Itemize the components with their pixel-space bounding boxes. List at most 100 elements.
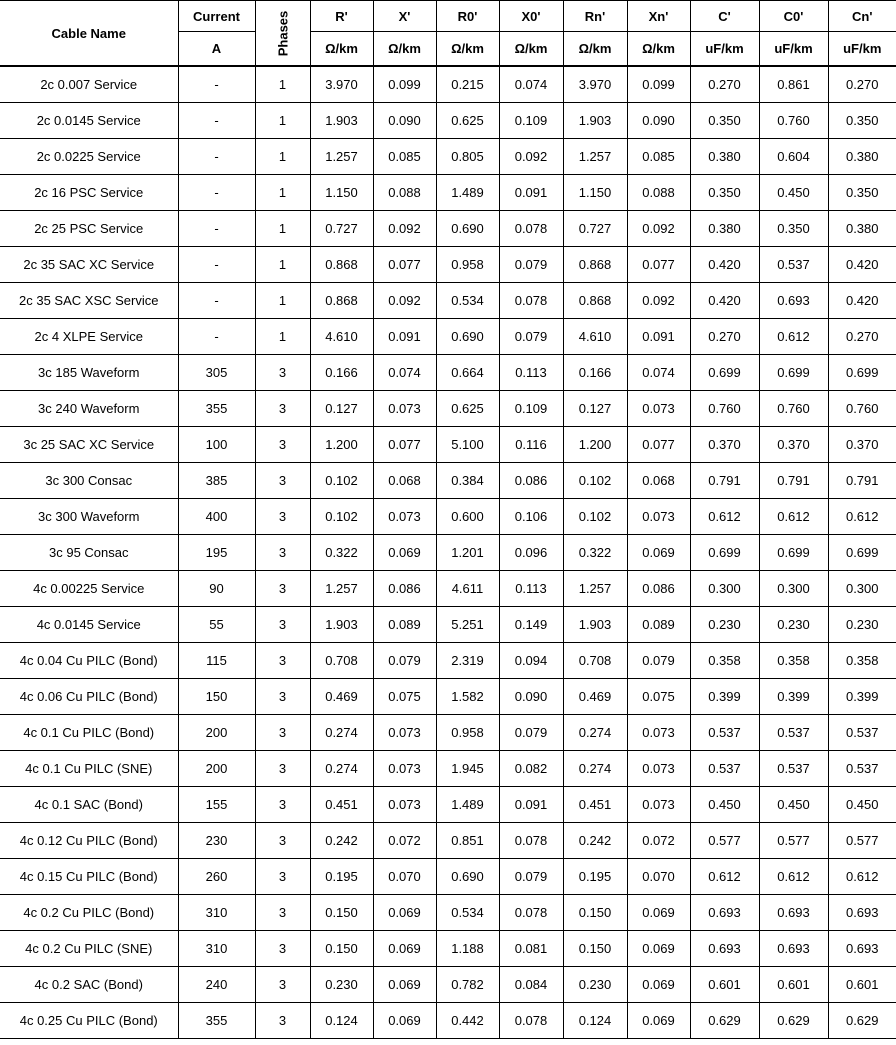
cell-phases: 3 bbox=[254, 390, 311, 427]
cell-current: 305 bbox=[177, 354, 256, 391]
cell-cable-name: 4c 0.1 Cu PILC (Bond) bbox=[0, 714, 179, 751]
cell-cable-name: 4c 0.12 Cu PILC (Bond) bbox=[0, 822, 179, 859]
cell-cn: 0.300 bbox=[827, 570, 896, 607]
table-row: 4c 0.15 Cu PILC (Bond) 260 3 0.195 0.070 0.69… bbox=[0, 858, 896, 895]
cell-cable-name: 3c 185 Waveform bbox=[0, 354, 179, 391]
cell-r0: 1.489 bbox=[435, 174, 500, 211]
cell-c0: 0.300 bbox=[758, 570, 829, 607]
cell-cable-name: 3c 300 Consac bbox=[0, 462, 179, 499]
cell-phases: 3 bbox=[254, 1002, 311, 1039]
cell-c0: 0.601 bbox=[758, 966, 829, 1003]
param-header-cn: Cn' bbox=[827, 0, 896, 32]
cell-c0: 0.629 bbox=[758, 1002, 829, 1039]
cell-current: - bbox=[177, 65, 256, 103]
cell-c: 0.537 bbox=[689, 714, 760, 751]
table-row: 4c 0.25 Cu PILC (Bond) 355 3 0.124 0.069 0.44… bbox=[0, 1002, 896, 1039]
cell-rn: 0.150 bbox=[562, 894, 628, 931]
cell-c0: 0.693 bbox=[758, 282, 829, 319]
cell-c0: 0.399 bbox=[758, 678, 829, 715]
cell-rn: 0.274 bbox=[562, 714, 628, 751]
cell-r: 0.124 bbox=[309, 1002, 374, 1039]
cell-x0: 0.109 bbox=[498, 390, 564, 427]
cell-r0: 0.782 bbox=[435, 966, 500, 1003]
cell-x0: 0.086 bbox=[498, 462, 564, 499]
cell-phases: 1 bbox=[254, 138, 311, 175]
cell-x0: 0.074 bbox=[498, 65, 564, 103]
cell-cn: 0.270 bbox=[827, 318, 896, 355]
cell-phases: 3 bbox=[254, 750, 311, 787]
cell-xn: 0.092 bbox=[626, 210, 691, 247]
cell-xn: 0.073 bbox=[626, 498, 691, 535]
cell-current: 200 bbox=[177, 750, 256, 787]
cell-x0: 0.078 bbox=[498, 894, 564, 931]
cell-c: 0.577 bbox=[689, 822, 760, 859]
cell-x0: 0.090 bbox=[498, 678, 564, 715]
cell-cable-name: 4c 0.00225 Service bbox=[0, 570, 179, 607]
cell-c0: 0.693 bbox=[758, 894, 829, 931]
cell-rn: 0.166 bbox=[562, 354, 628, 391]
cell-c: 0.629 bbox=[689, 1002, 760, 1039]
cell-c0: 0.699 bbox=[758, 534, 829, 571]
cell-current: 90 bbox=[177, 570, 256, 607]
cell-x: 0.099 bbox=[372, 65, 437, 103]
cell-cable-name: 4c 0.04 Cu PILC (Bond) bbox=[0, 642, 179, 679]
cell-x0: 0.082 bbox=[498, 750, 564, 787]
cell-rn: 1.200 bbox=[562, 426, 628, 463]
table-row: 2c 25 PSC Service -1 0.727 0.092 0.690 0.078 0… bbox=[0, 210, 896, 247]
cell-xn: 0.073 bbox=[626, 714, 691, 751]
cell-c0: 0.537 bbox=[758, 246, 829, 283]
param-header-rn: Rn' bbox=[562, 0, 628, 32]
cell-current: - bbox=[177, 282, 256, 319]
cell-xn: 0.091 bbox=[626, 318, 691, 355]
cell-c0: 0.537 bbox=[758, 714, 829, 751]
cell-c0: 0.699 bbox=[758, 354, 829, 391]
cell-r: 1.257 bbox=[309, 138, 374, 175]
cell-x: 0.074 bbox=[372, 354, 437, 391]
cell-rn: 0.322 bbox=[562, 534, 628, 571]
unit-r0: Ω/km bbox=[435, 31, 500, 67]
cell-x0: 0.113 bbox=[498, 354, 564, 391]
cell-cable-name: 2c 0.0225 Service bbox=[0, 138, 179, 175]
cell-rn: 0.451 bbox=[562, 786, 628, 823]
cell-cn: 0.420 bbox=[827, 246, 896, 283]
cell-c0: 0.612 bbox=[758, 498, 829, 535]
cell-r: 0.708 bbox=[309, 642, 374, 679]
cell-cn: 0.380 bbox=[827, 138, 896, 175]
cell-c: 0.270 bbox=[689, 65, 760, 103]
cell-cn: 0.380 bbox=[827, 210, 896, 247]
unit-c0: uF/km bbox=[758, 31, 829, 67]
cell-current: - bbox=[177, 174, 256, 211]
cell-xn: 0.079 bbox=[626, 642, 691, 679]
cell-c: 0.350 bbox=[689, 102, 760, 139]
cell-c0: 0.861 bbox=[758, 65, 829, 103]
cell-c: 0.358 bbox=[689, 642, 760, 679]
table-row: 2c 35 SAC XSC Service -1 0.868 0.092 0.534 0.… bbox=[0, 282, 896, 319]
cell-r: 0.469 bbox=[309, 678, 374, 715]
cell-cable-name: 4c 0.0145 Service bbox=[0, 606, 179, 643]
cell-c: 0.380 bbox=[689, 210, 760, 247]
cell-x0: 0.094 bbox=[498, 642, 564, 679]
table-row: 3c 25 SAC XC Service 100 3 1.200 0.077 5.100 0… bbox=[0, 426, 896, 463]
cell-c0: 0.230 bbox=[758, 606, 829, 643]
cell-r: 1.903 bbox=[309, 606, 374, 643]
param-header-x0: X0' bbox=[498, 0, 564, 32]
cell-r0: 0.384 bbox=[435, 462, 500, 499]
cell-x: 0.079 bbox=[372, 642, 437, 679]
cell-cable-name: 2c 35 SAC XSC Service bbox=[0, 282, 179, 319]
cell-cn: 0.270 bbox=[827, 65, 896, 103]
cell-x0: 0.078 bbox=[498, 210, 564, 247]
cell-xn: 0.069 bbox=[626, 534, 691, 571]
cell-r: 1.257 bbox=[309, 570, 374, 607]
cell-x: 0.073 bbox=[372, 750, 437, 787]
cell-current: 100 bbox=[177, 426, 256, 463]
cell-cable-name: 3c 240 Waveform bbox=[0, 390, 179, 427]
cell-cable-name: 4c 0.25 Cu PILC (Bond) bbox=[0, 1002, 179, 1039]
cell-r: 0.127 bbox=[309, 390, 374, 427]
cell-r: 1.150 bbox=[309, 174, 374, 211]
cell-cable-name: 4c 0.1 SAC (Bond) bbox=[0, 786, 179, 823]
cell-c: 0.693 bbox=[689, 894, 760, 931]
current-header: Current bbox=[177, 0, 256, 32]
cell-cable-name: 2c 35 SAC XC Service bbox=[0, 246, 179, 283]
cell-r0: 0.625 bbox=[435, 390, 500, 427]
